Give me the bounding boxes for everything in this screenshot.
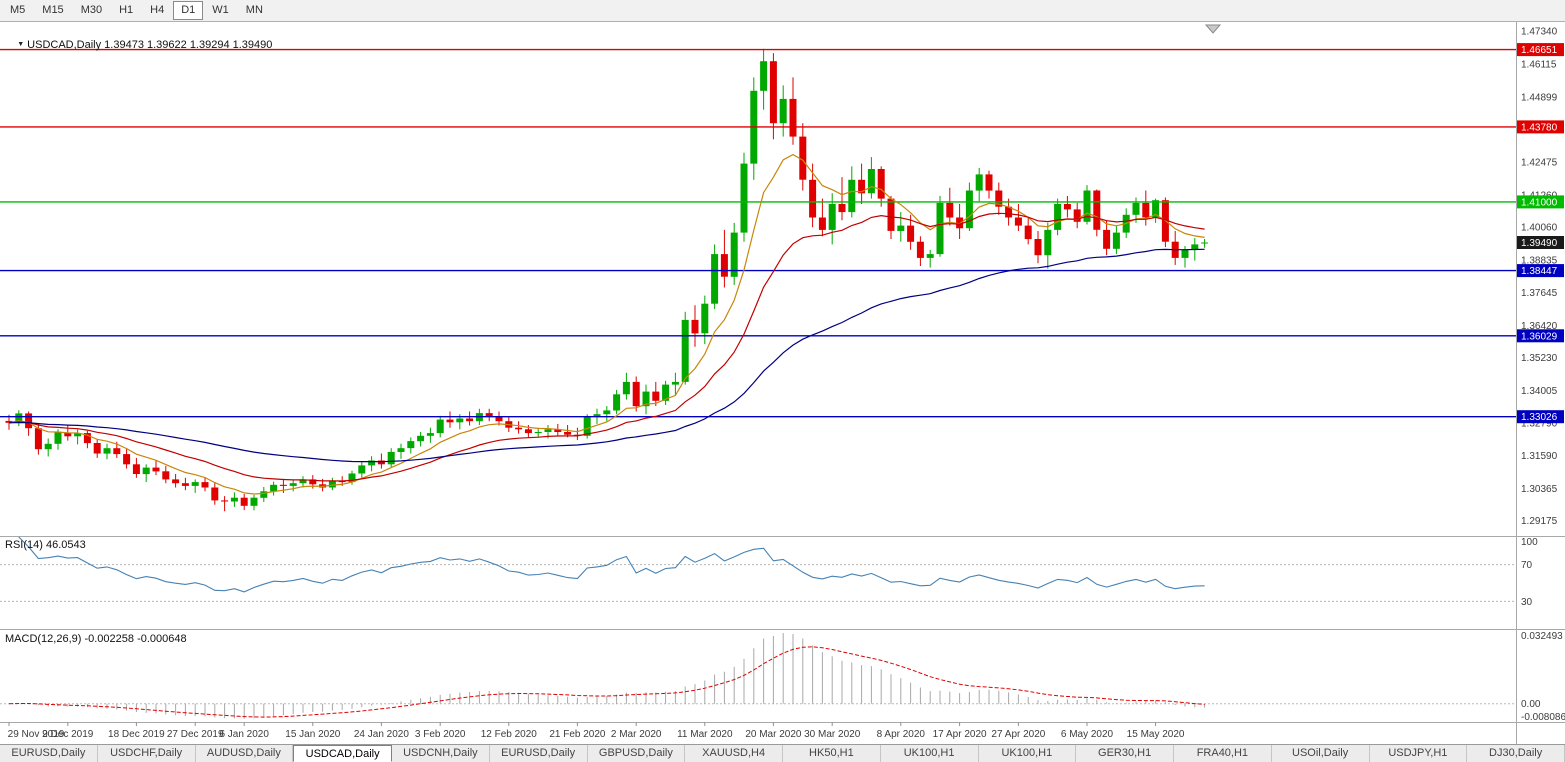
date-label: 24 Jan 2020 <box>354 729 409 740</box>
macd-axis-label: 0.032493 <box>1521 631 1563 642</box>
chart-tab-audusd-daily[interactable]: AUDUSD,Daily <box>195 745 294 762</box>
price-level-badge <box>1517 195 1564 209</box>
timeframe-button-m15[interactable]: M15 <box>42 4 64 16</box>
chart-tab-eurusd-daily[interactable]: EURUSD,Daily <box>489 745 588 762</box>
timeframe-button-m5[interactable]: M5 <box>10 4 26 16</box>
chart-tab-usdcad-daily[interactable]: USDCAD,Daily <box>293 745 392 762</box>
date-label: 20 Mar 2020 <box>745 729 802 740</box>
timeframe-button-w1[interactable]: W1 <box>212 4 229 16</box>
price-level-badge-label: 1.36029 <box>1521 331 1558 342</box>
rsi-axis-label: 30 <box>1521 597 1533 608</box>
price-tick-label: 1.31590 <box>1521 451 1558 462</box>
price-level-badge <box>1517 264 1564 278</box>
price-tick-label: 1.47340 <box>1521 27 1558 38</box>
price-tick-label: 1.44899 <box>1521 92 1558 103</box>
symbol-title: ▼ USDCAD,Daily 1.39473 1.39622 1.39294 1.… <box>5 27 272 63</box>
current-price-label: 1.39490 <box>1521 238 1558 249</box>
timeframe-toolbar: M5 M15 M30 H1 H4 D1 W1 MN <box>0 0 1565 22</box>
timeframe-button-mn[interactable]: MN <box>245 4 263 16</box>
date-label: 21 Feb 2020 <box>549 729 606 740</box>
price-level-badge-label: 1.33026 <box>1521 412 1558 423</box>
timeframe-button-h4[interactable]: H4 <box>150 4 165 16</box>
price-tick-label: 1.38835 <box>1521 256 1558 267</box>
symbol-ohlc-text: USDCAD,Daily 1.39473 1.39622 1.39294 1.3… <box>27 39 273 51</box>
date-label: 11 Mar 2020 <box>677 729 733 740</box>
current-price-badge <box>1517 236 1564 249</box>
ma-fast-line <box>8 153 1205 495</box>
price-tick-label: 1.35230 <box>1521 353 1558 364</box>
price-level-badge <box>1517 410 1564 424</box>
date-label: 15 May 2020 <box>1127 729 1185 740</box>
bottom-tabbar: EURUSD,Daily USDCHF,Daily AUDUSD,Daily USDC… <box>0 744 1565 762</box>
ma-medium-line <box>8 212 1205 482</box>
price-tick-label: 1.34005 <box>1521 386 1558 397</box>
price-level-badge-label: 1.38447 <box>1521 266 1558 277</box>
timeframe-button-h1[interactable]: H1 <box>119 4 134 16</box>
chart-tab-ger30-h1[interactable]: GER30,H1 <box>1076 745 1174 762</box>
chart-tab-xauusd-h4[interactable]: XAUUSD,H4 <box>685 745 783 762</box>
date-label: 15 Jan 2020 <box>285 729 340 740</box>
date-label: 17 Apr 2020 <box>933 729 987 740</box>
rsi-indicator-label: RSI(14) 46.0543 <box>5 539 86 551</box>
price-tick-label: 1.37645 <box>1521 288 1558 299</box>
symbol-dropdown-icon[interactable]: ▼ <box>17 41 25 48</box>
date-label: 6 Jan 2020 <box>219 729 269 740</box>
chart-tab-fra40-h1[interactable]: FRA40,H1 <box>1174 745 1272 762</box>
price-tick-label: 1.40060 <box>1521 223 1558 234</box>
price-level-badge-label: 1.41000 <box>1521 197 1558 208</box>
rsi-axis-label: 100 <box>1521 537 1538 548</box>
price-tick-label: 1.36420 <box>1521 321 1558 332</box>
rsi-line <box>18 536 1205 593</box>
date-label: 27 Dec 2019 <box>167 729 224 740</box>
date-label: 29 Nov 2019 <box>8 729 65 740</box>
timeframe-button-d1[interactable]: D1 <box>173 1 204 20</box>
price-tick-label: 1.32790 <box>1521 419 1558 430</box>
chart-tab-usdchf-daily[interactable]: USDCHF,Daily <box>97 745 196 762</box>
chart-shift-marker[interactable] <box>1204 24 1222 34</box>
chart-tab-usdcnh-daily[interactable]: USDCNH,Daily <box>392 745 490 762</box>
date-label: 30 Mar 2020 <box>804 729 861 740</box>
date-label: 12 Feb 2020 <box>481 729 538 740</box>
price-tick-label: 1.29175 <box>1521 516 1558 527</box>
price-level-badge <box>1517 43 1564 57</box>
macd-histogram <box>18 633 1206 719</box>
chart-canvas[interactable]: 1.473401.461151.448991.424751.412601.400… <box>0 22 1565 744</box>
price-level-badge <box>1517 120 1564 134</box>
price-tick-label: 1.46115 <box>1521 60 1557 71</box>
rsi-axis-label: 70 <box>1521 560 1533 571</box>
chart-tab-gbpusd-daily[interactable]: GBPUSD,Daily <box>587 745 686 762</box>
price-level-badge-label: 1.43780 <box>1521 122 1558 133</box>
price-tick-label: 1.30365 <box>1521 484 1558 495</box>
date-label: 6 May 2020 <box>1061 729 1114 740</box>
macd-indicator-label: MACD(12,26,9) -0.002258 -0.000648 <box>5 633 187 645</box>
date-label: 27 Apr 2020 <box>991 729 1045 740</box>
date-label: 18 Dec 2019 <box>108 729 165 740</box>
price-level-badge-label: 1.46651 <box>1521 45 1558 56</box>
date-label: 2 Mar 2020 <box>611 729 662 740</box>
date-label: 8 Apr 2020 <box>877 729 926 740</box>
chart-tab-uk100-h1[interactable]: UK100,H1 <box>978 745 1077 762</box>
chart-tab-hk50-h1[interactable]: HK50,H1 <box>783 745 881 762</box>
chart-tab-eurusd-daily[interactable]: EURUSD,Daily <box>0 745 98 762</box>
price-level-badge <box>1517 329 1564 343</box>
macd-signal-line <box>8 646 1205 718</box>
chart-window: 1.473401.461151.448991.424751.412601.400… <box>0 22 1565 744</box>
chart-frame <box>0 22 1565 744</box>
chart-tab-dj30-daily[interactable]: DJ30,Daily <box>1467 745 1565 762</box>
ma-slow-line <box>8 248 1205 463</box>
price-axis[interactable]: 1.473401.461151.448991.424751.412601.400… <box>1517 27 1565 724</box>
macd-axis-label: 0.00 <box>1521 699 1541 710</box>
chart-tab-usoil-daily[interactable]: USOil,Daily <box>1271 745 1370 762</box>
chart-tab-usdjpy-h1[interactable]: USDJPY,H1 <box>1369 745 1468 762</box>
date-label: 9 Dec 2019 <box>42 729 94 740</box>
price-tick-label: 1.42475 <box>1521 158 1558 169</box>
macd-axis-label: -0.008086 <box>1521 712 1565 723</box>
date-label: 3 Feb 2020 <box>415 729 466 740</box>
timeframe-button-m30[interactable]: M30 <box>80 4 103 16</box>
chart-tab-uk100-h1[interactable]: UK100,H1 <box>880 745 979 762</box>
horizontal-level-lines <box>0 48 1516 418</box>
